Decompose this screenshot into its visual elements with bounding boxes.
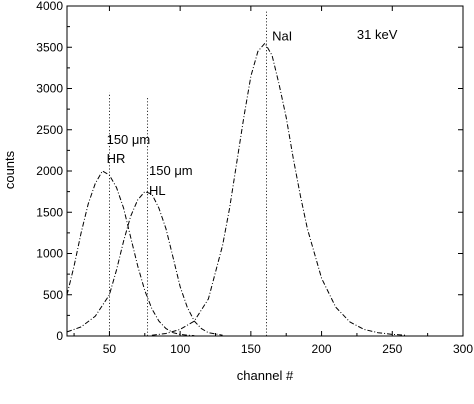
- x-tick-label: 300: [453, 342, 473, 356]
- x-tick-label: 100: [170, 342, 190, 356]
- annotations: 150 μm HR 150 μm HL NaI 31 keV: [107, 27, 398, 198]
- y-tick-label: 2000: [36, 164, 63, 178]
- series-group: [66, 42, 407, 337]
- x-tick-label: 150: [241, 342, 261, 356]
- marker-lines: [109, 10, 267, 336]
- y-tick-label: 3000: [36, 82, 63, 96]
- x-tick-label: 200: [312, 342, 332, 356]
- y-tick-label: 3500: [36, 40, 63, 54]
- y-tick-label: 4000: [36, 0, 63, 13]
- y-tick-label: 1500: [36, 205, 63, 219]
- annotation-label: HL: [149, 183, 166, 198]
- annotation-label: 150 μm: [149, 163, 193, 178]
- annotation-label: 31 keV: [357, 27, 398, 42]
- plot-area-frame: [66, 5, 464, 337]
- series-line-1: [66, 170, 195, 337]
- y-tick-label: 1000: [36, 247, 63, 261]
- x-tick-label: 50: [103, 342, 117, 356]
- series-line-2: [66, 191, 223, 336]
- y-tick-label: 500: [43, 288, 63, 302]
- y-tick-label: 2500: [36, 123, 63, 137]
- series-line-3: [151, 42, 407, 336]
- x-tick-label: 250: [382, 342, 402, 356]
- annotation-label: 150 μm: [107, 132, 151, 147]
- y-axis-title: counts: [2, 150, 17, 189]
- annotation-label: HR: [107, 151, 126, 166]
- plot-frame: [66, 5, 464, 337]
- x-axis-title: channel #: [237, 368, 294, 383]
- annotation-label: NaI: [272, 29, 292, 44]
- y-tick-label: 0: [56, 329, 63, 343]
- axis-ticks: 50 100 150 200 250 30005001000150020002500300…: [36, 0, 473, 356]
